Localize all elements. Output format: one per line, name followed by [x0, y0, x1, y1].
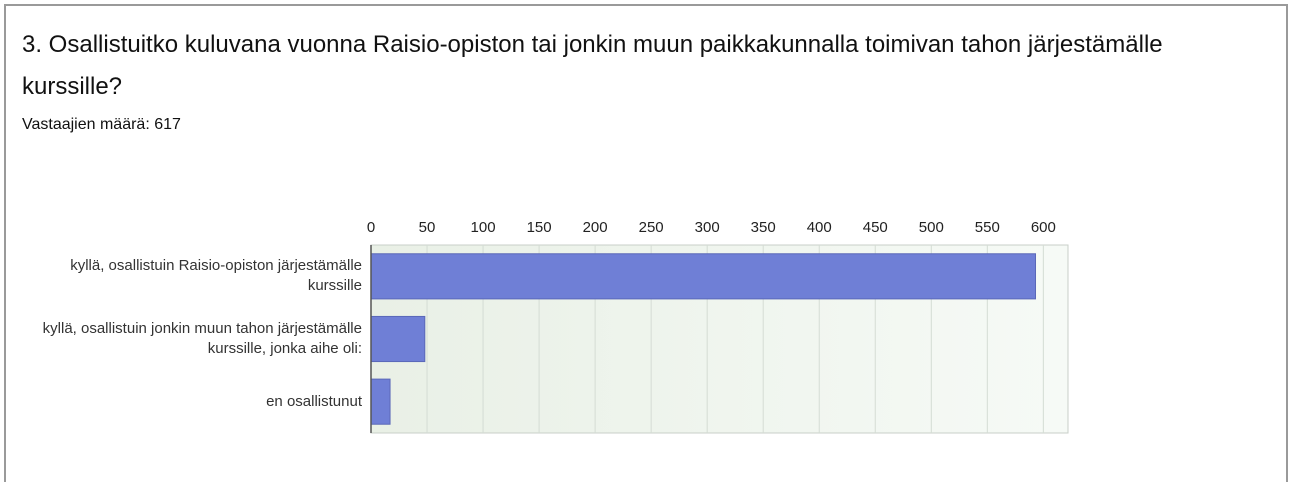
respondent-count: Vastaajien määrä: 617	[22, 116, 181, 133]
x-tick-label: 500	[919, 219, 944, 236]
x-tick-label: 0	[367, 219, 375, 236]
x-tick-label: 250	[639, 219, 664, 236]
bar	[370, 378, 391, 425]
question-title: 3. Osallistuitko kuluvana vuonna Raisio-…	[22, 31, 1163, 100]
category-label: en osallistunut	[266, 392, 362, 410]
x-tick-label: 450	[863, 219, 888, 236]
category-label: kyllä, osallistuin Raisio-opiston järjes…	[70, 257, 362, 295]
category-label: kyllä, osallistuin jonkin muun tahon jär…	[42, 320, 362, 357]
x-tick-label: 600	[1031, 219, 1056, 236]
x-tick-label: 150	[527, 219, 552, 236]
x-tick-label: 350	[751, 219, 776, 236]
bar	[370, 253, 1037, 300]
x-tick-label: 100	[471, 219, 496, 236]
x-tick-label: 400	[807, 219, 832, 236]
x-tick-label: 200	[583, 219, 608, 236]
x-tick-label: 300	[695, 219, 720, 236]
x-tick-label: 550	[975, 219, 1000, 236]
bar	[370, 315, 426, 363]
x-tick-label: 50	[419, 219, 436, 236]
frame	[4, 4, 1288, 482]
